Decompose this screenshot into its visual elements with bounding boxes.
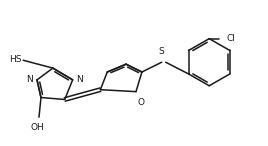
Text: Cl: Cl <box>226 34 235 43</box>
Text: OH: OH <box>30 123 44 132</box>
Text: N: N <box>26 75 33 84</box>
Text: HS: HS <box>9 55 21 64</box>
Text: N: N <box>77 75 83 84</box>
Text: S: S <box>159 47 165 56</box>
Text: O: O <box>138 98 145 107</box>
